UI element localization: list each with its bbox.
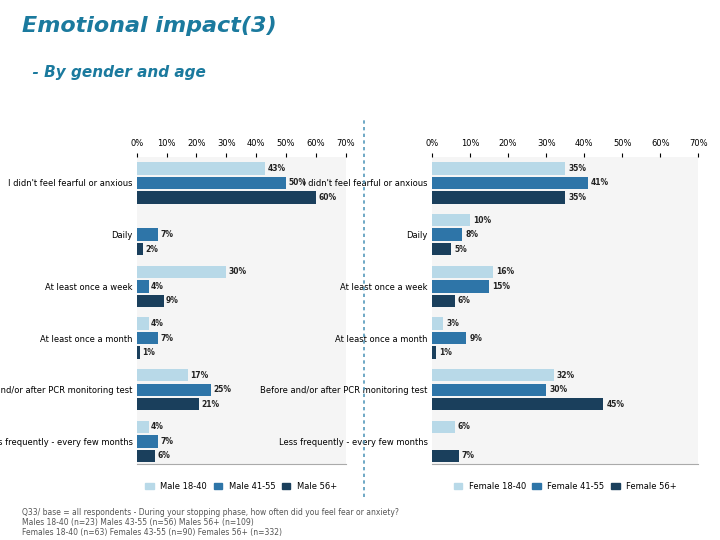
- Text: 9%: 9%: [469, 334, 482, 342]
- Text: 2%: 2%: [145, 245, 158, 254]
- Bar: [432, 347, 436, 359]
- Text: 35%: 35%: [568, 164, 586, 173]
- Text: 4%: 4%: [151, 319, 164, 328]
- Legend: Female 18-40, Female 41-55, Female 56+: Female 18-40, Female 41-55, Female 56+: [450, 478, 680, 494]
- Text: 25%: 25%: [214, 385, 232, 394]
- Bar: [432, 214, 470, 226]
- Text: 4%: 4%: [151, 422, 164, 431]
- Text: 30%: 30%: [549, 385, 567, 394]
- Text: 10%: 10%: [473, 215, 491, 225]
- Bar: [432, 280, 489, 293]
- Bar: [432, 421, 455, 433]
- Bar: [432, 295, 455, 307]
- Legend: Male 18-40, Male 41-55, Male 56+: Male 18-40, Male 41-55, Male 56+: [142, 478, 341, 494]
- Text: 17%: 17%: [190, 370, 208, 380]
- Bar: [137, 191, 316, 204]
- Text: 50%: 50%: [288, 179, 306, 187]
- Text: 5%: 5%: [454, 245, 467, 254]
- Text: Q33/ base = all respondents - During your stopping phase, how often did you feel: Q33/ base = all respondents - During you…: [22, 508, 398, 537]
- Bar: [432, 450, 459, 462]
- Bar: [432, 266, 493, 278]
- Text: 1%: 1%: [439, 348, 451, 357]
- Bar: [137, 383, 212, 396]
- Bar: [137, 435, 158, 448]
- Text: 41%: 41%: [591, 179, 609, 187]
- Bar: [137, 398, 199, 410]
- Bar: [137, 369, 187, 381]
- Text: 4%: 4%: [151, 282, 164, 291]
- Bar: [137, 295, 163, 307]
- Bar: [137, 266, 226, 278]
- Bar: [432, 243, 451, 255]
- Bar: [137, 450, 155, 462]
- Text: 9%: 9%: [166, 296, 179, 306]
- Bar: [432, 398, 603, 410]
- Bar: [137, 162, 265, 174]
- Bar: [137, 332, 158, 344]
- Bar: [137, 228, 158, 241]
- Bar: [137, 317, 149, 329]
- Text: 60%: 60%: [318, 193, 336, 202]
- Bar: [432, 228, 462, 241]
- Text: Emotional impact(3): Emotional impact(3): [22, 16, 276, 36]
- Text: 6%: 6%: [157, 451, 170, 461]
- Text: 43%: 43%: [267, 164, 286, 173]
- Text: 16%: 16%: [496, 267, 514, 276]
- Text: 21%: 21%: [202, 400, 220, 409]
- Bar: [137, 421, 149, 433]
- Text: 32%: 32%: [557, 370, 575, 380]
- Text: 35%: 35%: [568, 193, 586, 202]
- Text: 3%: 3%: [446, 319, 459, 328]
- Bar: [432, 162, 565, 174]
- Text: 7%: 7%: [160, 230, 173, 239]
- Bar: [432, 332, 467, 344]
- Text: 6%: 6%: [458, 296, 471, 306]
- Text: 7%: 7%: [160, 437, 173, 446]
- Bar: [137, 347, 140, 359]
- Text: - By gender and age: - By gender and age: [22, 65, 205, 80]
- Bar: [137, 280, 149, 293]
- Text: 7%: 7%: [462, 451, 474, 461]
- Bar: [432, 383, 546, 396]
- Text: 45%: 45%: [606, 400, 624, 409]
- Text: 30%: 30%: [229, 267, 247, 276]
- Text: 6%: 6%: [458, 422, 471, 431]
- Bar: [137, 177, 286, 189]
- Bar: [432, 317, 444, 329]
- Text: 8%: 8%: [466, 230, 479, 239]
- Bar: [432, 191, 565, 204]
- Bar: [432, 369, 554, 381]
- Bar: [432, 177, 588, 189]
- Text: 15%: 15%: [492, 282, 510, 291]
- Text: 1%: 1%: [142, 348, 155, 357]
- Bar: [137, 243, 143, 255]
- Text: 7%: 7%: [160, 334, 173, 342]
